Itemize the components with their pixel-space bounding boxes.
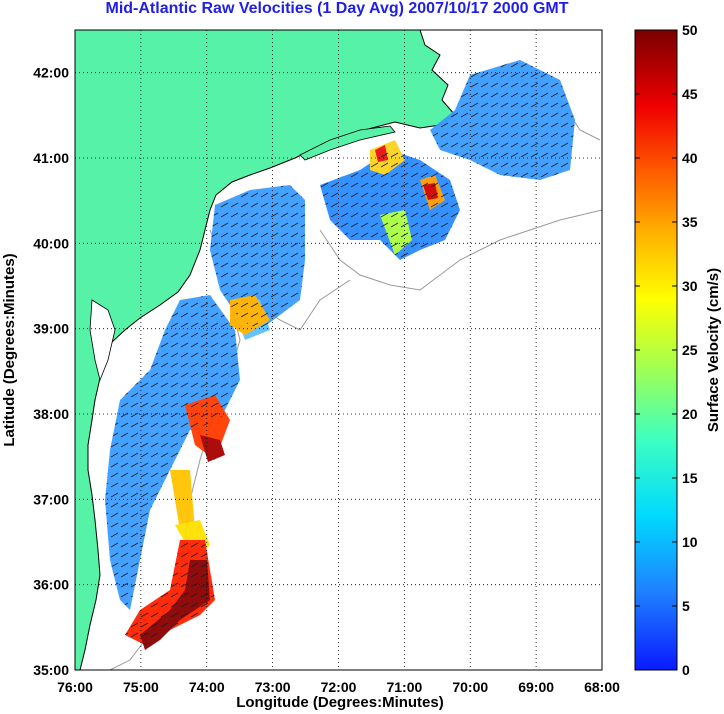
- colorbar-tick-label: 5: [682, 598, 690, 614]
- y-tick-label: 42:00: [33, 65, 69, 81]
- x-axis-label: Longitude (Degrees:Minutes): [236, 694, 444, 711]
- velocity-field: [105, 60, 575, 650]
- y-tick-label: 40:00: [33, 235, 69, 251]
- colorbar-tick-label: 30: [682, 278, 698, 294]
- x-tick-label: 73:00: [255, 679, 291, 695]
- colorbar-tick-label: 10: [682, 534, 698, 550]
- longitude-ticks: 76:00 75:00 74:00 73:00 72:00 71:00 70:00 69:00…: [57, 679, 620, 695]
- y-tick-label: 37:00: [33, 491, 69, 507]
- y-tick-label: 35:00: [33, 662, 69, 678]
- map-title: Mid-Atlantic Raw Velocities (1 Day Avg) …: [105, 0, 569, 17]
- x-tick-label: 75:00: [123, 679, 159, 695]
- x-tick-label: 69:00: [518, 679, 554, 695]
- island-coast: [299, 125, 396, 161]
- colorbar-tick-label: 50: [682, 22, 698, 38]
- colorbar-tick-label: 15: [682, 470, 698, 486]
- x-tick-label: 71:00: [386, 679, 422, 695]
- colorbar-label: Surface Velocity (cm/s): [705, 268, 722, 432]
- colorbar-tick-label: 25: [682, 342, 698, 358]
- x-tick-label: 74:00: [189, 679, 225, 695]
- colorbar-tick-label: 40: [682, 150, 698, 166]
- colorbar-tick-label: 0: [682, 662, 690, 678]
- x-tick-label: 68:00: [584, 679, 620, 695]
- y-tick-label: 38:00: [33, 406, 69, 422]
- colorbar-tick-label: 45: [682, 86, 698, 102]
- x-tick-label: 76:00: [57, 679, 93, 695]
- colorbar-tick-label: 20: [682, 406, 698, 422]
- y-tick-label: 41:00: [33, 150, 69, 166]
- colorbar: [634, 29, 678, 671]
- y-axis-label: Latitude (Degrees:Minutes): [1, 253, 18, 446]
- y-tick-label: 36:00: [33, 577, 69, 593]
- x-tick-label: 70:00: [452, 679, 488, 695]
- bay-inlet: [89, 299, 116, 382]
- latitude-ticks: 42:00 41:00 40:00 39:00 38:00 37:00 36:00 35:00: [33, 65, 69, 678]
- colorbar-tick-label: 35: [682, 214, 698, 230]
- y-tick-label: 39:00: [33, 321, 69, 337]
- x-tick-label: 72:00: [321, 679, 357, 695]
- bathymetry-contour: [319, 209, 602, 291]
- plot-frame: [74, 29, 603, 671]
